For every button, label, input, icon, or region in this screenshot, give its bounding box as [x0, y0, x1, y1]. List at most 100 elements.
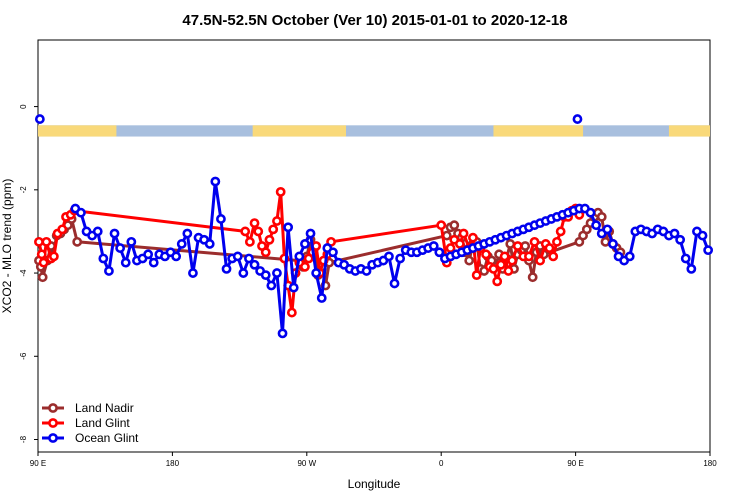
data-point	[143, 249, 154, 260]
legend-label: Land Glint	[75, 416, 130, 430]
x-tick-label: 180	[703, 459, 717, 468]
data-point	[210, 176, 221, 187]
data-point	[434, 247, 445, 258]
data-point	[548, 251, 559, 262]
data-point	[249, 218, 260, 229]
data-point	[34, 114, 45, 124]
x-tick-label: 0	[439, 459, 444, 468]
data-point	[488, 263, 499, 274]
x-tick-label: 90 W	[297, 459, 316, 468]
data-point	[98, 253, 109, 264]
data-point	[464, 255, 475, 266]
data-point	[272, 268, 282, 278]
data-point	[120, 257, 131, 268]
data-point	[286, 307, 297, 318]
data-point	[591, 220, 602, 231]
y-tick-label: -4	[19, 269, 28, 277]
data-point	[361, 266, 372, 276]
strip-land-2	[493, 125, 584, 137]
data-point	[505, 239, 516, 249]
legend-marker	[48, 403, 58, 413]
data-point	[240, 226, 251, 237]
data-point	[499, 251, 510, 262]
data-point	[272, 216, 282, 226]
x-tick-label: 180	[166, 459, 180, 468]
data-point	[471, 270, 482, 281]
data-point	[535, 255, 546, 266]
data-point	[204, 239, 215, 249]
data-point	[283, 222, 294, 233]
strip-land-1	[252, 125, 346, 137]
data-point	[109, 228, 120, 239]
data-point	[503, 266, 514, 276]
data-point	[266, 280, 277, 291]
data-point	[316, 293, 327, 303]
y-tick-label: -6	[19, 352, 28, 360]
data-point	[104, 266, 114, 276]
x-tick-label: 90 E	[30, 459, 46, 468]
data-point	[277, 328, 288, 339]
data-point	[300, 261, 310, 272]
strip-land-0	[38, 125, 117, 137]
data-point	[527, 272, 538, 283]
legend-marker	[48, 418, 58, 428]
series-2	[70, 176, 714, 339]
data-point	[148, 257, 159, 268]
data-point	[305, 228, 316, 239]
data-point	[238, 268, 249, 278]
data-point	[34, 236, 44, 247]
data-point	[602, 224, 613, 235]
x-axis: 90 E 180 90 W 0 90 E 180	[30, 452, 717, 468]
strip-ocean	[39, 125, 709, 137]
data-point	[221, 263, 232, 274]
data-point	[436, 220, 447, 231]
data-point	[492, 276, 503, 287]
x-axis-label: Longitude	[348, 477, 401, 491]
legend-label: Land Nadir	[75, 401, 134, 415]
data-point	[76, 207, 86, 218]
data-point	[555, 226, 566, 237]
data-point	[182, 228, 193, 239]
y-tick-label: -8	[19, 435, 28, 443]
data-point	[48, 251, 59, 262]
data-point	[389, 278, 400, 289]
strip-land-3	[668, 125, 710, 137]
data-point	[249, 259, 260, 270]
data-point	[669, 228, 680, 239]
data-point	[57, 224, 68, 235]
ocean-top-points	[34, 114, 583, 124]
data-point	[529, 236, 540, 247]
data-point	[311, 268, 322, 278]
data-point	[244, 236, 255, 247]
land-ocean-strip	[38, 125, 710, 137]
x-tick-label: 90 E	[567, 459, 583, 468]
data-point	[703, 245, 714, 256]
data-point	[260, 247, 271, 258]
data-point	[585, 207, 596, 218]
data-point	[264, 234, 275, 245]
data-point	[572, 114, 583, 124]
data-point	[232, 251, 243, 262]
data-point	[680, 253, 691, 264]
data-point	[686, 263, 697, 274]
y-tick-label: 0	[19, 104, 28, 109]
data-point	[72, 236, 83, 247]
data-point	[552, 236, 562, 247]
data-point	[384, 251, 394, 262]
data-point	[300, 239, 310, 249]
data-point	[260, 270, 271, 281]
data-point	[188, 268, 198, 278]
data-point	[675, 234, 686, 245]
data-point	[253, 226, 264, 237]
data-point	[449, 220, 460, 231]
y-tick-label: -2	[19, 186, 28, 194]
series-layer	[34, 176, 714, 339]
chart-title: 47.5N-52.5N October (Ver 10) 2015-01-01 …	[182, 12, 567, 29]
data-point	[288, 282, 299, 293]
data-point	[92, 226, 103, 237]
data-point	[275, 186, 286, 197]
data-point	[512, 241, 523, 251]
data-point	[126, 236, 137, 247]
data-point	[496, 259, 506, 270]
